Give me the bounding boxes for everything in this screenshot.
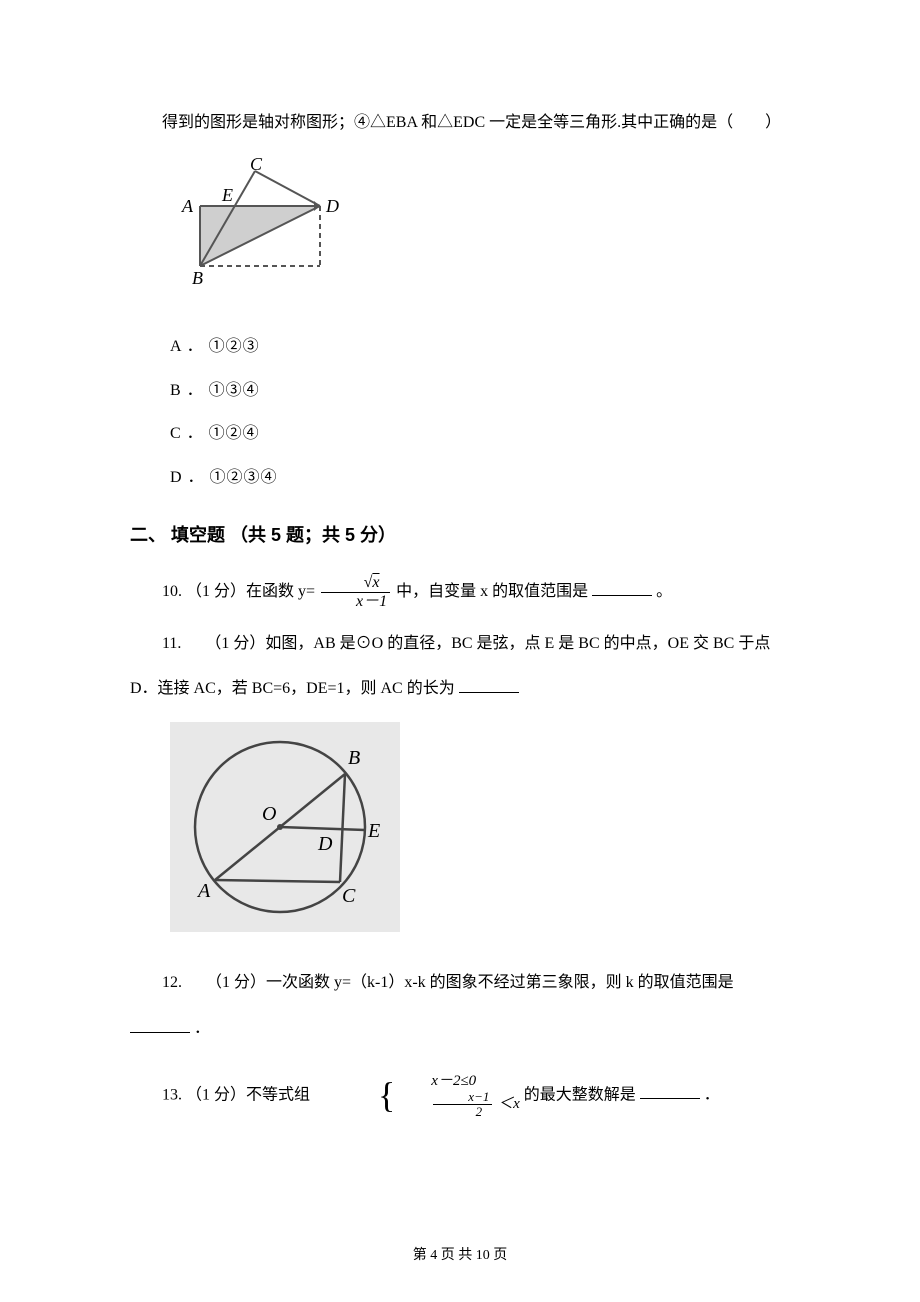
- q11-blank: [459, 677, 519, 693]
- label-d: D: [317, 833, 333, 855]
- q10: 10. （1 分）在函数 y= √x x－1 中，自变量 x 的取值范围是 。: [130, 574, 790, 610]
- label-d: D: [325, 196, 339, 216]
- circle-figure: A B C O D E: [170, 722, 400, 932]
- q13-end: ．: [704, 1086, 720, 1103]
- triangle-abc-figure: A B C D E: [170, 156, 350, 296]
- q10-denominator: x－1: [321, 593, 390, 611]
- q12-blank: [130, 1017, 190, 1033]
- q9-option-d: D ． ①②③④: [170, 465, 790, 491]
- label-b: B: [192, 268, 203, 288]
- q9-option-b: B ． ①③④: [170, 378, 790, 404]
- q10-numerator: √x: [321, 574, 390, 593]
- q12-line1: 12. （1 分）一次函数 y=（k-1）x-k 的图象不经过第三象限，则 k …: [130, 970, 790, 996]
- line-cd: [255, 171, 320, 206]
- label-e: E: [221, 185, 233, 205]
- q13-pre: 13. （1 分）不等式组: [162, 1086, 314, 1103]
- label-b: B: [348, 747, 360, 769]
- q11-line1: 11. （1 分）如图，AB 是⊙O 的直径，BC 是弦，点 E 是 BC 的中…: [130, 631, 790, 657]
- q9-option-a: A ． ①②③: [170, 334, 790, 360]
- q13: 13. （1 分）不等式组 { x－2≤0 x−1 2 ＜x 的最大整数解是 ．: [130, 1072, 790, 1120]
- q11-line2: D．连接 AC，若 BC=6，DE=1，则 AC 的长为: [130, 676, 790, 702]
- label-a: A: [196, 880, 211, 902]
- label-o: O: [262, 803, 276, 825]
- q10-end: 。: [656, 583, 672, 600]
- q10-blank: [592, 580, 652, 596]
- q13-post: 的最大整数解是: [524, 1086, 636, 1103]
- q13-frac-den: 2: [433, 1105, 492, 1119]
- q10-pre: 10. （1 分）在函数 y=: [162, 583, 319, 600]
- q13-frac-num: x−1: [433, 1090, 492, 1105]
- q13-blank: [640, 1083, 700, 1099]
- label-a: A: [181, 196, 194, 216]
- q11-figure: A B C O D E: [170, 722, 790, 941]
- q13-ineq1: x－2≤0: [399, 1072, 519, 1090]
- q13-ineq2-rest: ＜x: [498, 1096, 520, 1112]
- section-2-title: 二、 填空题 （共 5 题；共 5 分）: [130, 521, 790, 550]
- q10-fraction: √x x－1: [321, 574, 390, 610]
- point-o: [277, 824, 283, 830]
- q11-line2-text: D．连接 AC，若 BC=6，DE=1，则 AC 的长为: [130, 680, 455, 697]
- label-e: E: [367, 820, 380, 842]
- label-c: C: [250, 156, 263, 174]
- q12-end: ．: [194, 1020, 210, 1037]
- q12-line2: ．: [130, 1016, 790, 1042]
- q9-stem: 得到的图形是轴对称图形；④△EBA 和△EDC 一定是全等三角形.其中正确的是（…: [130, 110, 790, 136]
- q13-system: { x－2≤0 x−1 2 ＜x: [314, 1072, 520, 1120]
- label-c: C: [342, 885, 356, 907]
- q9-option-c: C ． ①②④: [170, 421, 790, 447]
- page-footer: 第 4 页 共 10 页: [0, 1245, 920, 1267]
- q9-figure: A B C D E: [170, 156, 790, 305]
- q13-ineq2: x−1 2 ＜x: [399, 1090, 519, 1120]
- q10-post: 中，自变量 x 的取值范围是: [396, 583, 588, 600]
